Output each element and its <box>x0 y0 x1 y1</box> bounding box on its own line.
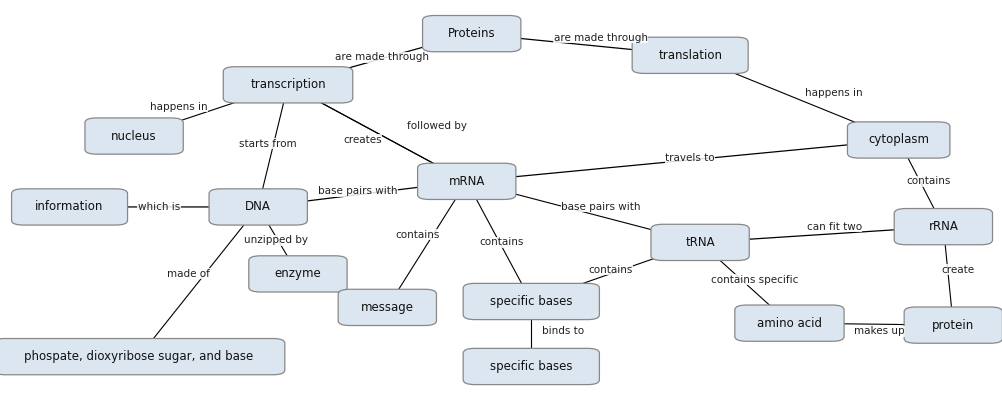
Text: DNA: DNA <box>245 200 271 213</box>
FancyBboxPatch shape <box>417 163 515 200</box>
Text: cytoplasm: cytoplasm <box>868 133 928 147</box>
Text: base pairs with: base pairs with <box>318 186 397 196</box>
Text: phospate, dioxyribose sugar, and base: phospate, dioxyribose sugar, and base <box>24 350 254 363</box>
Text: which is: which is <box>137 202 180 212</box>
Text: creates: creates <box>343 135 382 145</box>
FancyBboxPatch shape <box>208 189 307 225</box>
FancyBboxPatch shape <box>85 118 183 154</box>
FancyBboxPatch shape <box>894 208 992 245</box>
Text: base pairs with: base pairs with <box>560 202 640 212</box>
Text: starts from: starts from <box>239 139 297 149</box>
Text: mRNA: mRNA <box>448 175 484 188</box>
Text: contains: contains <box>906 176 950 186</box>
Text: amino acid: amino acid <box>757 317 822 330</box>
Text: specific bases: specific bases <box>490 360 572 373</box>
Text: create: create <box>941 265 974 275</box>
Text: happens in: happens in <box>805 88 862 98</box>
Text: contains: contains <box>588 265 632 275</box>
Text: enzyme: enzyme <box>275 267 321 280</box>
FancyBboxPatch shape <box>650 224 748 261</box>
Text: makes up: makes up <box>853 326 903 336</box>
Text: rRNA: rRNA <box>928 220 957 233</box>
Text: transcription: transcription <box>249 78 326 91</box>
FancyBboxPatch shape <box>0 339 285 375</box>
FancyBboxPatch shape <box>223 67 353 103</box>
Text: unzipped by: unzipped by <box>243 236 308 246</box>
Text: are made through: are made through <box>335 52 429 62</box>
FancyBboxPatch shape <box>903 307 1001 343</box>
Text: binds to: binds to <box>541 326 583 336</box>
FancyBboxPatch shape <box>734 305 844 341</box>
Text: Proteins: Proteins <box>448 27 495 40</box>
Text: tRNA: tRNA <box>684 236 714 249</box>
FancyBboxPatch shape <box>248 256 347 292</box>
Text: information: information <box>35 200 103 213</box>
Text: made of: made of <box>167 269 210 279</box>
Text: contains: contains <box>395 229 439 240</box>
FancyBboxPatch shape <box>631 37 747 74</box>
FancyBboxPatch shape <box>463 283 599 320</box>
Text: nucleus: nucleus <box>111 130 156 143</box>
Text: message: message <box>361 301 414 314</box>
Text: contains specific: contains specific <box>710 275 798 285</box>
FancyBboxPatch shape <box>463 348 599 385</box>
Text: are made through: are made through <box>553 33 647 42</box>
Text: happens in: happens in <box>150 101 207 112</box>
Text: translation: translation <box>657 49 721 62</box>
FancyBboxPatch shape <box>422 15 520 52</box>
Text: protein: protein <box>931 319 974 332</box>
Text: can fit two: can fit two <box>806 222 861 231</box>
Text: followed by: followed by <box>407 121 467 131</box>
Text: travels to: travels to <box>664 153 714 163</box>
FancyBboxPatch shape <box>12 189 127 225</box>
Text: contains: contains <box>479 238 523 247</box>
FancyBboxPatch shape <box>338 289 436 326</box>
FancyBboxPatch shape <box>847 122 949 158</box>
Text: specific bases: specific bases <box>490 295 572 308</box>
